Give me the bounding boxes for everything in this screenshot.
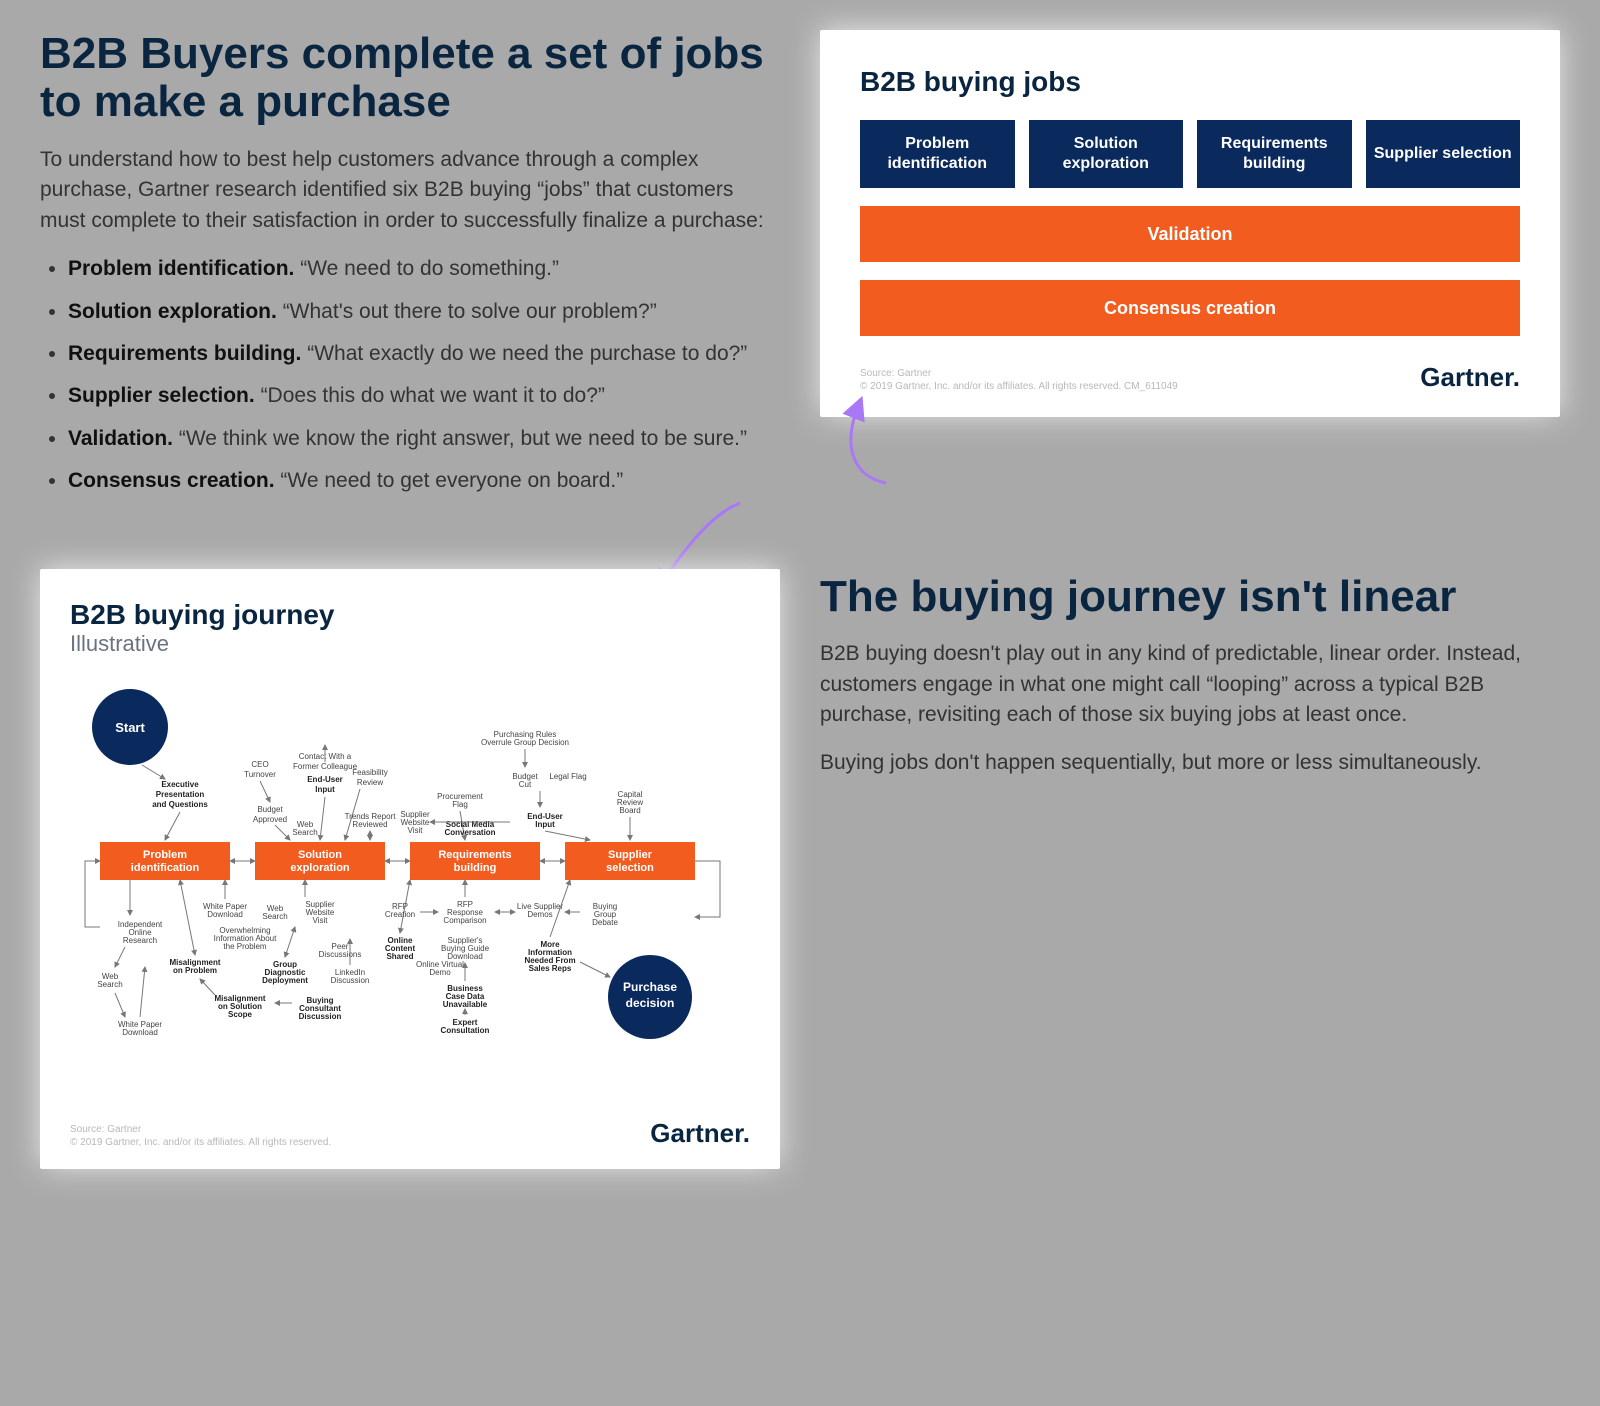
svg-text:End-User: End-User [307, 775, 343, 784]
svg-text:identification: identification [131, 862, 200, 874]
svg-text:Conversation: Conversation [444, 828, 495, 837]
svg-text:Search: Search [292, 828, 317, 837]
svg-text:Problem: Problem [143, 849, 187, 861]
section1-title: B2B Buyers complete a set of jobs to mak… [40, 30, 780, 127]
tile-validation: Validation [860, 206, 1520, 262]
svg-text:CEO: CEO [251, 760, 268, 769]
svg-text:Cut: Cut [519, 780, 532, 789]
svg-text:building: building [454, 862, 497, 874]
svg-text:Demo: Demo [429, 968, 451, 977]
svg-text:selection: selection [606, 862, 654, 874]
svg-text:Overrule Group Decision: Overrule Group Decision [481, 738, 569, 747]
svg-text:Discussion: Discussion [331, 976, 370, 985]
journey-subtitle: Illustrative [70, 631, 750, 657]
svg-text:Visit: Visit [313, 916, 329, 925]
jobs-card: B2B buying jobs Problem identification S… [820, 30, 1560, 417]
svg-text:Board: Board [619, 806, 640, 815]
svg-text:Review: Review [357, 778, 383, 787]
gartner-logo: Gartner. [1420, 362, 1520, 393]
journey-diagram: Start Problem identification Solution ex… [70, 667, 750, 1087]
svg-text:Start: Start [115, 720, 145, 735]
svg-text:Visit: Visit [408, 826, 424, 835]
svg-text:Creation: Creation [385, 910, 415, 919]
section-linear-text: The buying journey isn't linear B2B buyi… [820, 569, 1560, 797]
svg-text:Debate: Debate [592, 918, 618, 927]
list-item: Consensus creation. “We need to get ever… [68, 466, 780, 496]
list-item: Problem identification. “We need to do s… [68, 254, 780, 284]
svg-text:the Problem: the Problem [223, 942, 266, 951]
section2-p1: B2B buying doesn't play out in any kind … [820, 639, 1560, 730]
svg-text:and Questions: and Questions [152, 800, 208, 809]
svg-text:Demos: Demos [527, 910, 552, 919]
svg-text:Reviewed: Reviewed [352, 820, 387, 829]
svg-text:Budget: Budget [257, 805, 283, 814]
svg-text:Turnover: Turnover [244, 770, 276, 779]
svg-text:Approved: Approved [253, 815, 287, 824]
section-jobs-text: B2B Buyers complete a set of jobs to mak… [40, 30, 780, 509]
journey-card-source: Source: Gartner © 2019 Gartner, Inc. and… [70, 1123, 331, 1149]
svg-text:Discussion: Discussion [299, 1012, 342, 1021]
svg-text:Purchase: Purchase [623, 980, 677, 994]
section2-title: The buying journey isn't linear [820, 573, 1560, 621]
svg-text:Download: Download [122, 1028, 158, 1037]
svg-text:Flag: Flag [452, 800, 468, 809]
svg-text:decision: decision [626, 996, 675, 1010]
svg-text:Scope: Scope [228, 1010, 253, 1019]
svg-text:Search: Search [97, 980, 122, 989]
tile-supplier: Supplier selection [1366, 120, 1521, 188]
tile-requirements: Requirements building [1197, 120, 1352, 188]
svg-text:Search: Search [262, 912, 287, 921]
list-item: Requirements building. “What exactly do … [68, 339, 780, 369]
connector-arrow-icon [814, 395, 904, 495]
svg-text:Deployment: Deployment [262, 976, 308, 985]
svg-text:Input: Input [315, 785, 335, 794]
tile-problem: Problem identification [860, 120, 1015, 188]
gartner-logo: Gartner. [650, 1118, 750, 1149]
jobs-list: Problem identification. “We need to do s… [40, 254, 780, 497]
svg-text:Feasibility: Feasibility [352, 768, 388, 777]
svg-text:Legal Flag: Legal Flag [549, 772, 586, 781]
section2-p2: Buying jobs don't happen sequentially, b… [820, 748, 1560, 778]
section1-intro: To understand how to best help customers… [40, 145, 780, 236]
list-item: Supplier selection. “Does this do what w… [68, 381, 780, 411]
list-item: Solution exploration. “What's out there … [68, 297, 780, 327]
jobs-card-source: Source: Gartner © 2019 Gartner, Inc. and… [860, 367, 1178, 393]
svg-text:Discussions: Discussions [319, 950, 362, 959]
svg-text:Presentation: Presentation [156, 790, 205, 799]
jobs-card-title: B2B buying jobs [860, 66, 1520, 98]
svg-text:Solution: Solution [298, 849, 342, 861]
svg-text:Executive: Executive [161, 780, 199, 789]
svg-text:Sales Reps: Sales Reps [529, 964, 572, 973]
journey-card: B2B buying journey Illustrative Start Pr… [40, 569, 780, 1169]
svg-text:Unavailable: Unavailable [443, 1000, 488, 1009]
svg-text:Download: Download [447, 952, 483, 961]
svg-text:Comparison: Comparison [443, 916, 486, 925]
tile-solution: Solution exploration [1029, 120, 1184, 188]
journey-title: B2B buying journey [70, 599, 750, 631]
svg-text:Supplier: Supplier [608, 849, 653, 861]
svg-text:Shared: Shared [386, 952, 413, 961]
svg-text:Consultation: Consultation [441, 1026, 490, 1035]
list-item: Validation. “We think we know the right … [68, 424, 780, 454]
svg-text:exploration: exploration [290, 862, 350, 874]
tile-consensus: Consensus creation [860, 280, 1520, 336]
svg-text:Research: Research [123, 936, 157, 945]
svg-text:Download: Download [207, 910, 243, 919]
jobs-top-row: Problem identification Solution explorat… [860, 120, 1520, 188]
svg-text:Former Colleague: Former Colleague [293, 762, 358, 771]
svg-text:Input: Input [535, 820, 555, 829]
svg-text:Requirements: Requirements [438, 849, 511, 861]
svg-text:on Problem: on Problem [173, 966, 217, 975]
